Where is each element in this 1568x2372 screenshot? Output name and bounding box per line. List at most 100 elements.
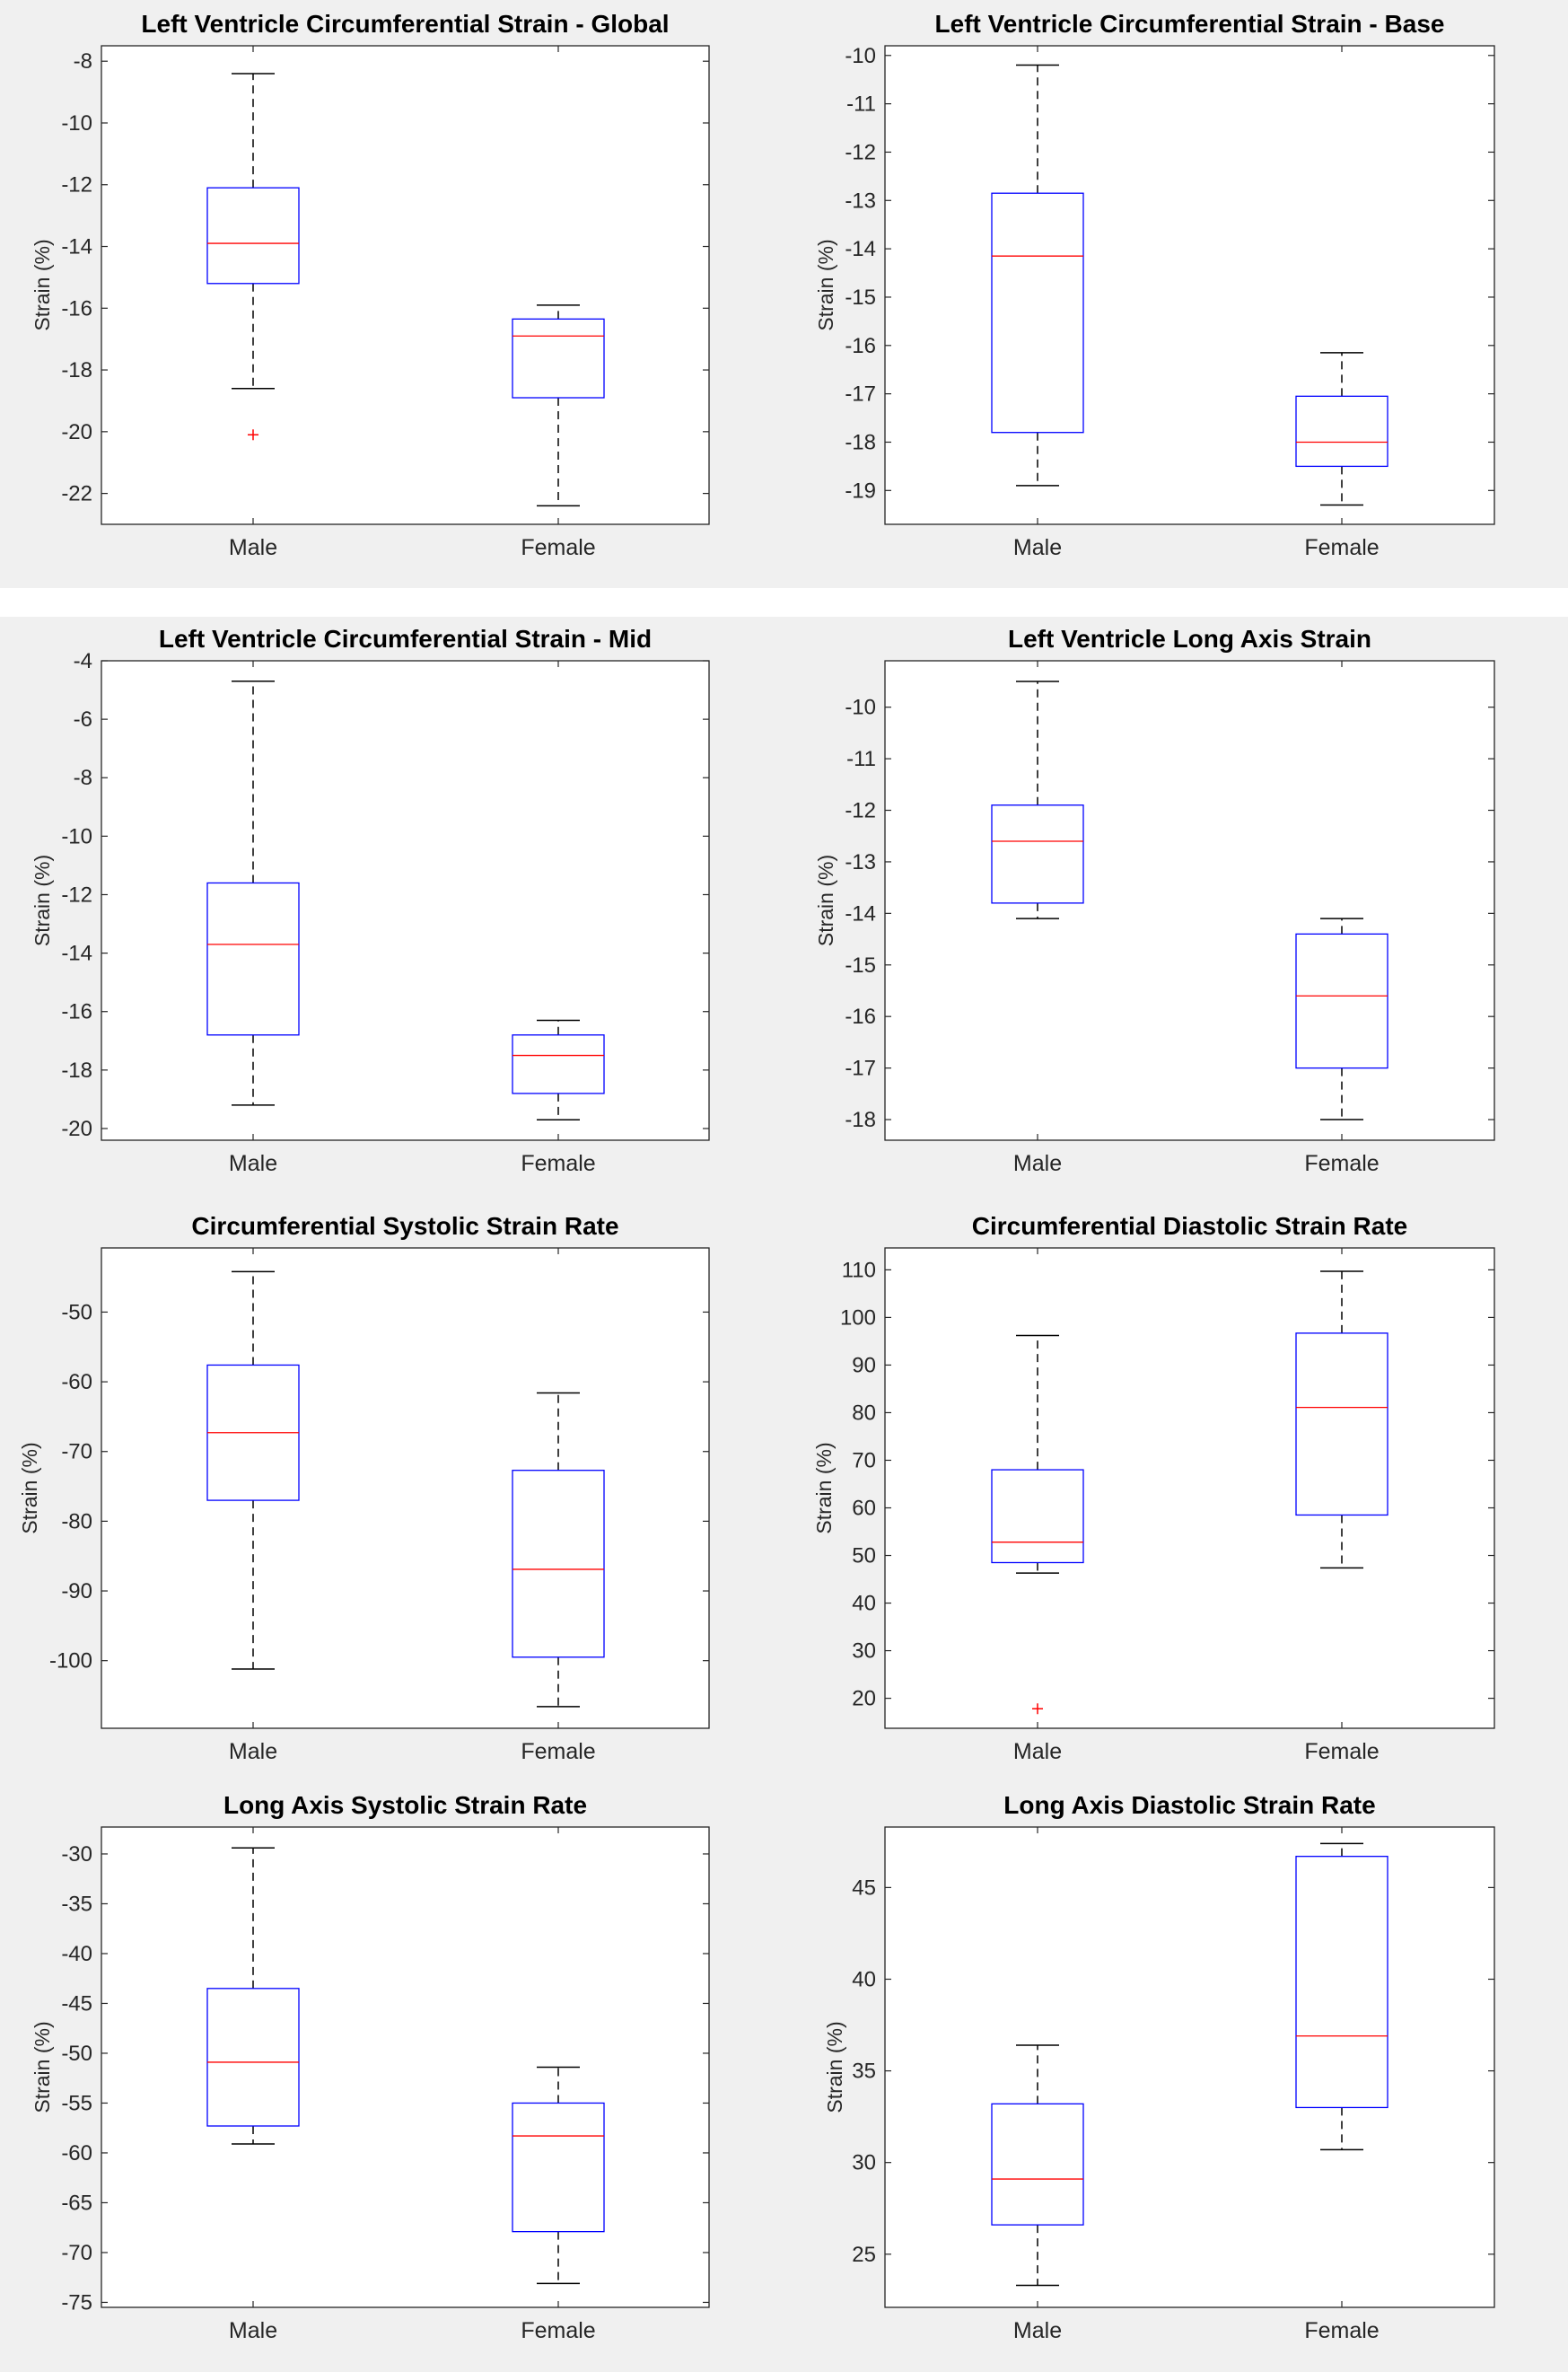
y-tick-label: -18: [845, 1108, 876, 1132]
y-tick-label: -4: [74, 649, 92, 673]
y-tick-label: -90: [61, 1579, 92, 1603]
y-tick-label: -13: [845, 189, 876, 213]
y-tick-label: -60: [61, 1370, 92, 1394]
y-tick-label: -50: [61, 2042, 92, 2066]
chart-panel-7: Long Axis Systolic Strain Rate Strain (%)…: [31, 1791, 710, 2343]
y-tick-label: 20: [852, 1687, 876, 1711]
y-tick-label: -11: [846, 92, 876, 117]
y-tick-label: -20: [61, 420, 92, 444]
box-female: [1295, 918, 1388, 1120]
interquartile-box: [512, 1470, 605, 1658]
y-tick-label: -15: [845, 286, 876, 310]
x-category-label: Female: [521, 535, 595, 560]
chart-panel-6: Circumferential Diastolic Strain Rate Str…: [812, 1212, 1495, 1764]
y-tick-label: 50: [852, 1544, 876, 1568]
x-category-label: Male: [229, 2318, 277, 2343]
y-axis-label: Strain (%): [814, 855, 837, 946]
plot-area: [101, 660, 710, 1141]
chart-title: Left Ventricle Circumferential Strain - …: [935, 10, 1445, 38]
chart-panel-8: Long Axis Diastolic Strain Rate Strain (%…: [823, 1791, 1495, 2343]
chart-title: Long Axis Diastolic Strain Rate: [1003, 1791, 1375, 1819]
interquartile-box: [1295, 395, 1388, 468]
y-tick-label: -50: [61, 1300, 92, 1324]
interquartile-box: [512, 2102, 605, 2233]
box-female: [512, 304, 605, 507]
box-male: [991, 2044, 1084, 2287]
y-tick-label: 25: [852, 2243, 876, 2267]
interquartile-box: [512, 318, 605, 399]
y-tick-label: 90: [852, 1353, 876, 1377]
y-tick-label: -16: [845, 334, 876, 358]
y-axis-label: Strain (%): [814, 239, 837, 330]
y-tick-label: -70: [61, 1440, 92, 1464]
interquartile-box: [1295, 1332, 1388, 1516]
y-tick-label: -18: [845, 430, 876, 454]
y-tick-label: -15: [845, 953, 876, 978]
chart-panel-5: Circumferential Systolic Strain Rate Stra…: [18, 1212, 710, 1764]
y-tick-label: -17: [845, 382, 876, 407]
x-category-label: Female: [1304, 535, 1379, 560]
outlier-marker: [248, 429, 258, 441]
y-tick-label: -12: [845, 140, 876, 164]
x-category-label: Female: [1304, 2318, 1379, 2343]
y-tick-label: 30: [852, 2151, 876, 2175]
box-female: [1295, 352, 1388, 506]
interquartile-box: [206, 1988, 300, 2127]
box-female: [512, 2066, 605, 2285]
interquartile-box: [1295, 1856, 1388, 2109]
y-tick-label: -11: [846, 747, 876, 771]
interquartile-box: [512, 1034, 605, 1094]
box-male: [206, 73, 300, 441]
chart-title: Circumferential Diastolic Strain Rate: [972, 1212, 1407, 1240]
plot-area: [101, 1247, 710, 1729]
y-axis-label: Strain (%): [812, 1442, 836, 1533]
chart-title: Circumferential Systolic Strain Rate: [191, 1212, 618, 1240]
y-tick-label: 40: [852, 1967, 876, 1991]
y-tick-label: -10: [845, 696, 876, 720]
y-tick-label: -14: [61, 235, 92, 259]
plot-area: [884, 45, 1495, 525]
interquartile-box: [1295, 933, 1388, 1069]
outlier-marker: [1032, 1703, 1043, 1715]
y-tick-label: -18: [61, 358, 92, 382]
box-female: [1295, 1270, 1388, 1569]
y-tick-label: -17: [845, 1057, 876, 1081]
interquartile-box: [206, 187, 300, 285]
y-tick-label: -12: [61, 173, 92, 198]
box-male: [991, 681, 1084, 919]
y-tick-label: 60: [852, 1497, 876, 1521]
box-male: [991, 64, 1084, 487]
y-axis-label: Strain (%): [18, 1442, 41, 1533]
x-category-label: Female: [1304, 1151, 1379, 1176]
y-tick-label: -70: [61, 2241, 92, 2265]
y-tick-label: -8: [74, 49, 92, 74]
plot-area: [101, 45, 710, 525]
y-tick-label: -10: [845, 44, 876, 68]
y-tick-label: 35: [852, 2060, 876, 2084]
box-female: [512, 1392, 605, 1708]
y-axis-label: Strain (%): [31, 855, 54, 946]
y-tick-label: -65: [61, 2191, 92, 2215]
y-tick-label: -40: [61, 1942, 92, 1966]
y-tick-label: -45: [61, 1991, 92, 2016]
y-tick-label: -35: [61, 1892, 92, 1916]
y-tick-label: 70: [852, 1448, 876, 1472]
plot-area: [884, 660, 1495, 1141]
y-tick-label: -22: [61, 482, 92, 506]
y-tick-label: -18: [61, 1059, 92, 1083]
y-tick-label: -8: [74, 766, 92, 790]
x-category-label: Female: [1304, 1739, 1379, 1764]
chart-title: Left Ventricle Circumferential Strain - …: [141, 10, 669, 38]
y-tick-label: -12: [61, 883, 92, 907]
chart-panel-3: Left Ventricle Circumferential Strain - …: [31, 625, 710, 1176]
y-tick-label: -30: [61, 1842, 92, 1867]
y-tick-label: -6: [74, 707, 92, 732]
chart-title: Left Ventricle Circumferential Strain - …: [159, 625, 652, 653]
chart-panel-1: Left Ventricle Circumferential Strain - …: [31, 10, 710, 560]
box-male: [206, 681, 300, 1106]
y-tick-label: 80: [852, 1401, 876, 1425]
x-category-label: Female: [521, 1739, 595, 1764]
box-male: [206, 1270, 300, 1670]
plot-area: [884, 1826, 1495, 2308]
y-tick-label: -60: [61, 2141, 92, 2166]
